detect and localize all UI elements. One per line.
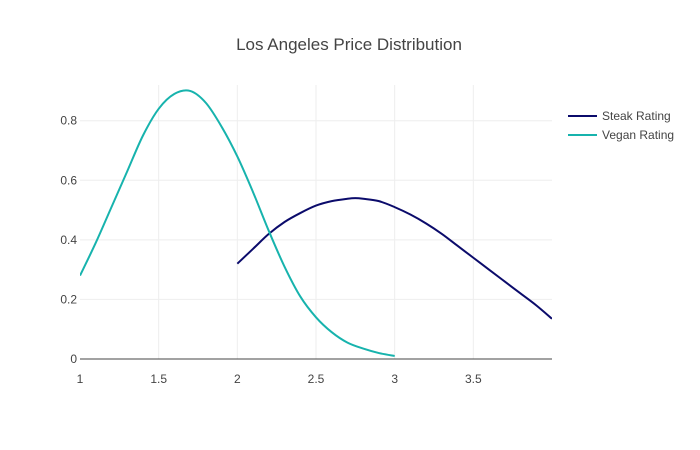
legend: Steak Rating Vegan Rating	[568, 109, 674, 142]
x-tick-label: 1.5	[150, 372, 167, 386]
axes-layer: 1 1.5 2 2.5 3 3.5 0 0.2 0.4 0.6 0.8	[60, 114, 552, 386]
series-line-vegan-rating	[80, 89, 395, 358]
y-tick-label: 0.8	[60, 114, 77, 128]
x-tick-label: 1	[77, 372, 84, 386]
x-tick-label: 3	[391, 372, 398, 386]
y-tick-label: 0.2	[60, 292, 77, 306]
legend-label: Steak Rating	[602, 109, 671, 123]
chart-title: Los Angeles Price Distribution	[236, 35, 462, 54]
x-tick-label: 2.5	[308, 372, 325, 386]
series-layer	[80, 89, 552, 358]
x-tick-label: 3.5	[465, 372, 482, 386]
x-tick-label: 2	[234, 372, 241, 386]
y-tick-label: 0	[70, 352, 77, 366]
legend-label: Vegan Rating	[602, 128, 674, 142]
legend-item[interactable]: Steak Rating	[568, 109, 671, 123]
grid-layer	[80, 85, 552, 359]
y-tick-label: 0.6	[60, 173, 77, 187]
series-line-steak-rating	[236, 197, 552, 320]
y-tick-label: 0.4	[60, 233, 77, 247]
legend-item[interactable]: Vegan Rating	[568, 128, 674, 142]
